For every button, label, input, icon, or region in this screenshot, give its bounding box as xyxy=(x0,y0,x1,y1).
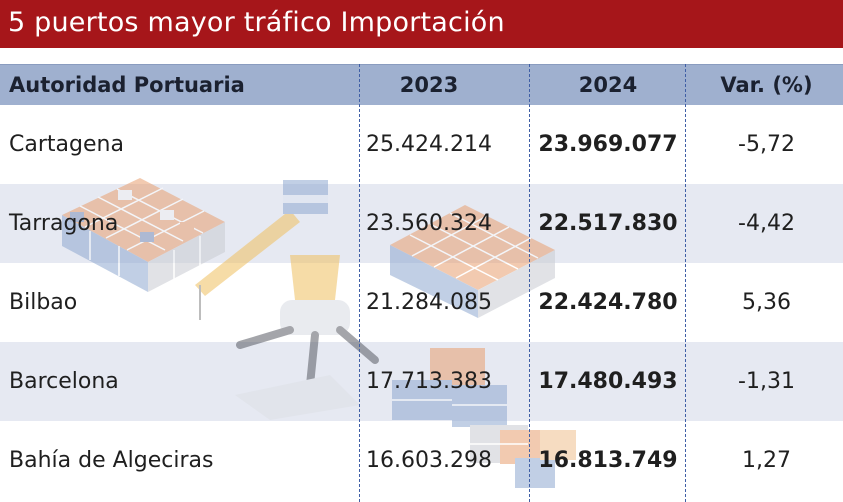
port-name: Tarragona xyxy=(9,211,119,236)
column-divider xyxy=(685,64,686,502)
variation-percent: -4,42 xyxy=(738,211,795,236)
column-header-2023: 2023 xyxy=(399,73,459,97)
variation-percent: -1,31 xyxy=(738,369,795,394)
column-header-port: Autoridad Portuaria xyxy=(9,73,245,97)
value-2023: 21.284.085 xyxy=(366,290,492,315)
column-divider xyxy=(529,64,530,502)
port-name: Bahía de Algeciras xyxy=(9,448,214,473)
variation-percent: 1,27 xyxy=(742,448,791,473)
value-2024: 22.517.830 xyxy=(538,211,678,236)
table-row: Bilbao 21.284.085 22.424.780 5,36 xyxy=(0,263,843,342)
value-2023: 17.713.383 xyxy=(366,369,492,394)
port-name: Cartagena xyxy=(9,132,124,157)
value-2023: 16.603.298 xyxy=(366,448,492,473)
port-name: Barcelona xyxy=(9,369,119,394)
column-header-variation: Var. (%) xyxy=(720,73,813,97)
page-title: 5 puertos mayor tráfico Importación xyxy=(0,0,843,48)
column-divider xyxy=(359,64,360,502)
table-header: Autoridad Portuaria 2023 2024 Var. (%) xyxy=(0,64,843,105)
column-header-2024: 2024 xyxy=(578,73,638,97)
variation-percent: -5,72 xyxy=(738,132,795,157)
port-name: Bilbao xyxy=(9,290,78,315)
table-row: Cartagena 25.424.214 23.969.077 -5,72 xyxy=(0,105,843,184)
value-2024: 16.813.749 xyxy=(538,448,678,473)
port-traffic-table: Autoridad Portuaria 2023 2024 Var. (%) C… xyxy=(0,64,843,502)
value-2024: 23.969.077 xyxy=(538,132,678,157)
value-2024: 17.480.493 xyxy=(538,369,678,394)
value-2023: 25.424.214 xyxy=(366,132,492,157)
value-2023: 23.560.324 xyxy=(366,211,492,236)
variation-percent: 5,36 xyxy=(742,290,791,315)
value-2024: 22.424.780 xyxy=(538,290,678,315)
table-row: Bahía de Algeciras 16.603.298 16.813.749… xyxy=(0,421,843,500)
table-row: Tarragona 23.560.324 22.517.830 -4,42 xyxy=(0,184,843,263)
table-row: Barcelona 17.713.383 17.480.493 -1,31 xyxy=(0,342,843,421)
